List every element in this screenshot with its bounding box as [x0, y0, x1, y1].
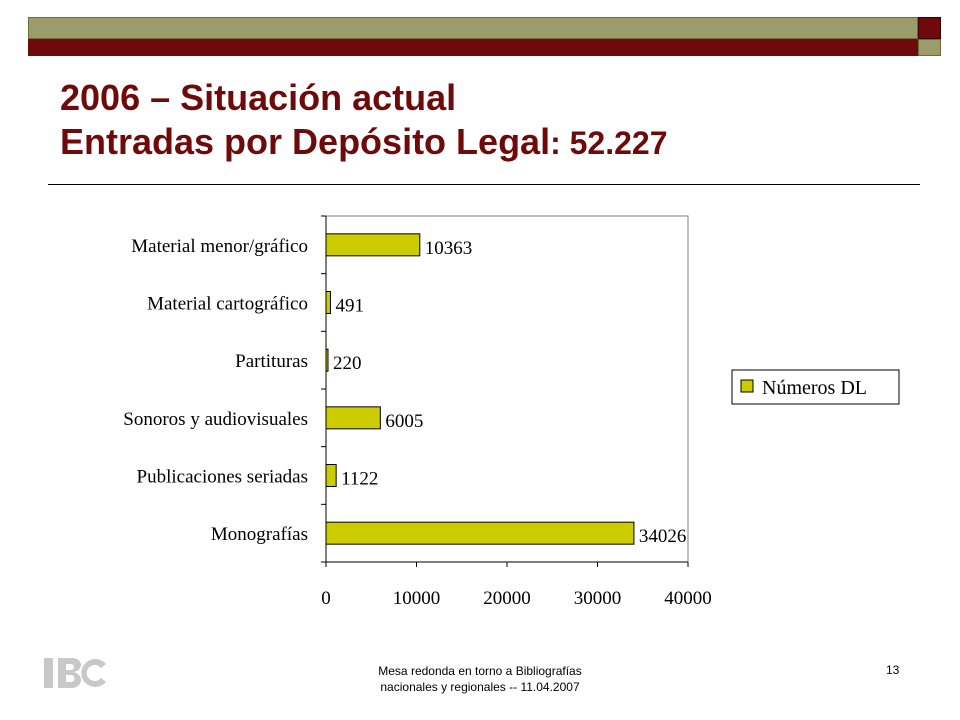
data-label: 34026 [639, 526, 687, 547]
data-label: 1122 [341, 469, 378, 490]
x-tick-label: 20000 [483, 588, 531, 609]
bar [325, 464, 337, 487]
category-label: Material menor/gráfico [131, 236, 308, 257]
legend-label: Números DL [762, 377, 867, 399]
footer-line-1: Mesa redonda en torno a Bibliografías [378, 664, 582, 678]
top-band-olive [28, 17, 918, 39]
bar [325, 348, 329, 372]
bar [325, 291, 331, 314]
category-label: Partituras [235, 351, 308, 372]
ibc-logo [44, 658, 106, 688]
x-tick-label: 0 [321, 588, 331, 609]
data-label: 10363 [425, 238, 473, 259]
title-line-2-text: Entradas por Depósito Legal [60, 121, 551, 162]
legend-swatch [740, 379, 754, 393]
category-label: Material cartográfico [147, 294, 308, 315]
bar [325, 406, 381, 430]
plot-area [325, 215, 689, 563]
footer-line-2: nacionales y regionales -- 11.04.2007 [380, 680, 580, 694]
bar [325, 521, 635, 545]
category-label: Publicaciones seriadas [137, 467, 308, 488]
title-line-1: 2006 – Situación actual [60, 77, 457, 118]
top-band-red [28, 39, 918, 56]
data-label: 491 [335, 296, 364, 317]
title-total-number: : 52.227 [550, 125, 668, 161]
page-number: 13 [886, 663, 900, 677]
x-tick-label: 30000 [574, 588, 622, 609]
x-tick-label: 10000 [393, 588, 441, 609]
bar [325, 233, 421, 257]
x-tick-label: 40000 [664, 588, 712, 609]
category-label: Sonoros y audiovisuales [123, 409, 308, 430]
category-label: Monografías [211, 524, 308, 545]
title-line-2: Entradas por Depósito Legal: 52.227 [60, 120, 668, 165]
corner-square-olive [918, 39, 941, 56]
slide-title: 2006 – Situación actual Entradas por Dep… [60, 76, 668, 165]
legend-box [731, 369, 900, 405]
data-label: 220 [333, 353, 362, 374]
data-label: 6005 [385, 411, 423, 432]
corner-square-red [918, 17, 941, 39]
slide-footer: Mesa redonda en torno a Bibliografías na… [330, 663, 630, 695]
title-divider [48, 184, 920, 185]
